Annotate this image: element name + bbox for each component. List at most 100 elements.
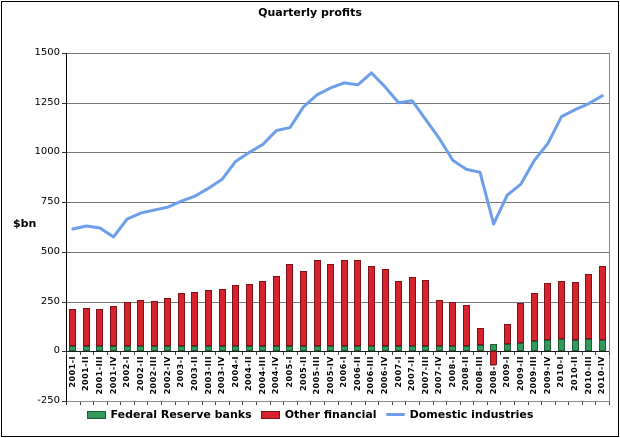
category-tick: [66, 352, 67, 356]
category-tick: [310, 352, 312, 356]
bar-federal-reserve-banks: [585, 339, 593, 352]
category-tick: [256, 352, 258, 356]
category-tick: [486, 352, 488, 356]
domestic-industries-line-marker: [385, 413, 405, 416]
bar-federal-reserve-banks: [530, 341, 538, 352]
category-tick: [391, 402, 393, 405]
category-tick: [120, 352, 122, 356]
category-tick: [174, 402, 176, 405]
legend-item-federal-reserve-banks: Federal Reserve banks: [86, 408, 252, 421]
category-tick: [93, 352, 95, 356]
bar-federal-reserve-banks: [69, 346, 77, 352]
bar-federal-reserve-banks: [245, 346, 253, 352]
gridline: [66, 152, 609, 154]
category-tick: [106, 402, 108, 405]
category-tick: [215, 402, 217, 405]
bar-federal-reserve-banks: [435, 346, 443, 352]
y-axis-tick-label: -250: [37, 395, 60, 406]
y-axis-tick-label: 0: [53, 345, 60, 357]
y-axis-tick: [62, 53, 66, 54]
category-tick: [378, 352, 380, 356]
category-tick: [500, 352, 502, 356]
bar-federal-reserve-banks: [300, 346, 308, 352]
category-tick: [609, 402, 610, 405]
bar-federal-reserve-banks: [517, 343, 525, 352]
category-tick: [337, 402, 339, 405]
bar-other-financial: [177, 292, 185, 347]
federal-reserve-banks-swatch: [86, 410, 106, 419]
y-axis-label: $bn: [13, 217, 37, 230]
bar-federal-reserve-banks: [110, 346, 117, 352]
bar-other-financial: [313, 259, 321, 347]
category-tick: [595, 352, 597, 356]
bar-other-financial: [354, 259, 362, 347]
category-tick: [432, 402, 434, 405]
bar-other-financial: [300, 270, 308, 347]
bar-other-financial: [544, 282, 552, 341]
bar-other-financial: [82, 307, 90, 347]
gridline: [66, 301, 609, 303]
bar-other-financial: [272, 275, 280, 347]
category-tick: [174, 352, 176, 356]
bar-federal-reserve-banks: [544, 340, 552, 352]
y-axis-tick-label: 500: [40, 245, 60, 257]
category-tick: [120, 402, 122, 405]
bar-federal-reserve-banks: [381, 346, 389, 352]
category-tick: [473, 352, 475, 356]
category-tick: [459, 352, 461, 356]
bar-federal-reserve-banks: [557, 339, 565, 352]
category-tick: [391, 352, 393, 356]
category-tick: [161, 402, 163, 405]
category-tick: [228, 352, 230, 356]
bar-federal-reserve-banks: [259, 346, 267, 352]
bar-other-financial: [449, 301, 457, 347]
bar-federal-reserve-banks: [232, 346, 240, 352]
category-tick: [93, 402, 95, 405]
bar-other-financial: [205, 289, 213, 347]
bar-other-financial: [598, 265, 606, 341]
category-tick: [133, 402, 135, 405]
bar-other-financial: [245, 283, 253, 347]
category-tick: [283, 352, 285, 356]
gridline: [66, 351, 609, 353]
category-tick: [147, 352, 149, 356]
bar-other-financial: [557, 280, 565, 340]
bar-federal-reserve-banks: [96, 346, 104, 352]
bar-other-financial: [164, 297, 172, 347]
y-axis-tick: [62, 251, 66, 253]
bar-federal-reserve-banks: [490, 344, 498, 352]
bar-federal-reserve-banks: [408, 346, 416, 352]
legend: Federal Reserve banks Other financial Do…: [0, 408, 620, 421]
category-tick: [106, 352, 108, 356]
bar-federal-reserve-banks: [191, 346, 199, 352]
bar-federal-reserve-banks: [354, 346, 362, 352]
bar-other-financial: [503, 324, 511, 345]
bar-other-financial: [571, 281, 579, 341]
bar-other-financial: [69, 308, 77, 347]
bar-other-financial: [381, 268, 389, 347]
bar-other-financial: [286, 263, 294, 347]
bar-federal-reserve-banks: [422, 346, 430, 352]
category-tick: [351, 402, 353, 405]
y-axis-tick-label: 1500: [34, 47, 60, 58]
bar-federal-reserve-banks: [571, 340, 579, 352]
category-tick: [581, 352, 583, 356]
bar-federal-reserve-banks: [313, 346, 321, 352]
category-tick: [215, 352, 217, 356]
bar-other-financial: [530, 292, 538, 342]
category-tick: [378, 402, 380, 405]
category-tick: [161, 352, 163, 356]
category-tick: [527, 352, 529, 356]
legend-label-other-financial: Other financial: [284, 408, 377, 421]
category-tick: [364, 402, 366, 405]
category-tick: [337, 352, 339, 356]
y-axis-tick: [62, 401, 66, 402]
category-tick: [418, 352, 420, 356]
category-tick: [256, 402, 258, 405]
bar-other-financial: [585, 273, 593, 340]
legend-item-other-financial: Other financial: [260, 408, 377, 421]
category-tick: [242, 352, 244, 356]
gridline: [66, 102, 609, 104]
